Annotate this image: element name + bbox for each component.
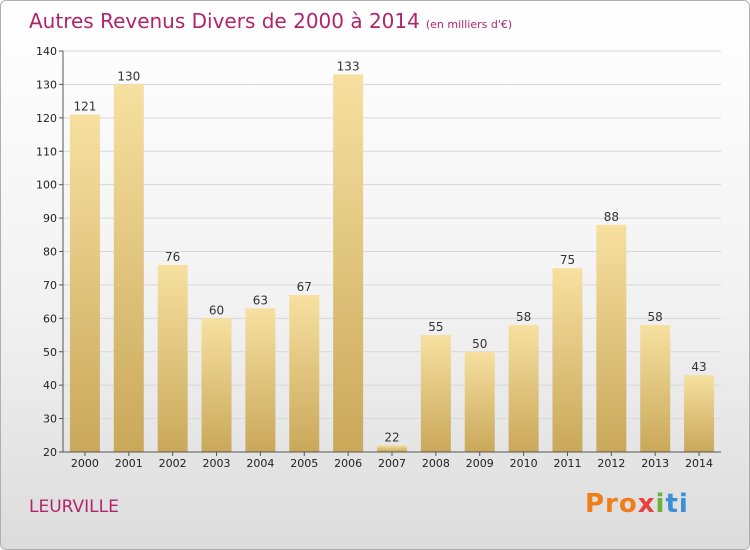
x-tick-label: 2010 — [510, 457, 538, 470]
x-tick-label: 2008 — [422, 457, 450, 470]
logo-part-2: x — [637, 489, 656, 519]
bar-value-label: 43 — [691, 360, 706, 374]
bar-value-label: 133 — [337, 59, 360, 73]
bar-2008 — [420, 335, 451, 452]
y-tick-label: 130 — [36, 78, 57, 91]
x-tick-label: 2009 — [466, 457, 494, 470]
y-tick-label: 70 — [43, 279, 57, 292]
y-tick-label: 50 — [43, 346, 57, 359]
bar-value-label: 67 — [297, 280, 312, 294]
y-tick-label: 120 — [36, 112, 57, 125]
bar-2000 — [69, 114, 100, 452]
x-tick-label: 2005 — [290, 457, 318, 470]
y-tick-label: 140 — [36, 45, 57, 58]
y-tick-label: 100 — [36, 179, 57, 192]
x-tick-label: 2007 — [378, 457, 406, 470]
city-name: LEURVILLE — [29, 497, 119, 517]
x-tick-label: 2000 — [71, 457, 99, 470]
bar-2006 — [333, 74, 364, 453]
bar-2011 — [552, 268, 583, 452]
bar-value-label: 60 — [209, 303, 224, 317]
chart-unit: (en milliers d'€) — [425, 18, 513, 31]
y-tick-label: 60 — [43, 312, 57, 325]
bar-value-label: 55 — [428, 320, 443, 334]
x-tick-label: 2003 — [203, 457, 231, 470]
y-tick-label: 80 — [43, 246, 57, 259]
bar-2010 — [508, 325, 539, 452]
bar-value-label: 58 — [516, 310, 531, 324]
chart-title: Autres Revenus Divers de 2000 à 2014 (en … — [29, 9, 512, 33]
chart-title-text: Autres Revenus Divers de 2000 à 2014 — [29, 9, 420, 33]
bar-2012 — [596, 224, 627, 452]
bar-value-label: 75 — [560, 253, 575, 267]
bar-2005 — [289, 294, 320, 452]
bar-value-label: 50 — [472, 337, 487, 351]
x-tick-label: 2001 — [115, 457, 143, 470]
y-tick-label: 90 — [43, 212, 57, 225]
x-tick-label: 2006 — [334, 457, 362, 470]
bar-2009 — [464, 351, 495, 452]
bar-value-label: 88 — [604, 210, 619, 224]
y-tick-label: 30 — [43, 413, 57, 426]
x-tick-label: 2014 — [685, 457, 713, 470]
logo-part-4: ti — [665, 489, 689, 519]
bar-2004 — [245, 308, 276, 452]
bar-value-label: 58 — [648, 310, 663, 324]
logo-part-3: i — [655, 489, 666, 519]
bar-value-label: 121 — [73, 99, 96, 113]
y-tick-label: 110 — [36, 145, 57, 158]
x-tick-label: 2012 — [597, 457, 625, 470]
bar-2002 — [157, 264, 188, 452]
bar-value-label: 63 — [253, 293, 268, 307]
bar-2007 — [377, 445, 407, 452]
bar-2014 — [684, 375, 715, 452]
bar-value-label: 130 — [117, 69, 140, 83]
bar-value-label: 22 — [384, 430, 399, 444]
bar-2013 — [640, 325, 671, 452]
proxiti-logo[interactable]: Proxiti — [585, 489, 689, 519]
x-tick-label: 2002 — [159, 457, 187, 470]
bar-value-label: 76 — [165, 250, 180, 264]
x-tick-label: 2011 — [553, 457, 581, 470]
x-tick-label: 2013 — [641, 457, 669, 470]
logo-part-1: Pro — [585, 489, 638, 519]
bar-2003 — [201, 318, 232, 452]
x-tick-label: 2004 — [246, 457, 274, 470]
bar-2001 — [113, 84, 144, 453]
y-tick-label: 20 — [43, 446, 57, 459]
y-tick-label: 40 — [43, 379, 57, 392]
